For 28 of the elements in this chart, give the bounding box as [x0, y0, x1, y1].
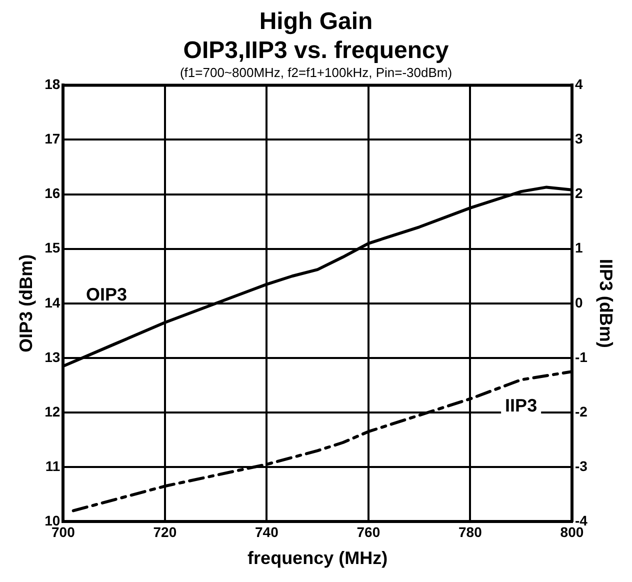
- chart-subtitle: (f1=700~800MHz, f2=f1+100kHz, Pin=-30dBm): [180, 64, 452, 80]
- x-tick-label: 760: [356, 524, 380, 540]
- y2-tick-label: -3: [574, 458, 588, 474]
- y2-tick-label: -2: [574, 403, 588, 420]
- y-tick-label: 16: [44, 185, 60, 202]
- y-tick-label: 13: [44, 348, 60, 365]
- y2-tick-label: 1: [574, 240, 583, 256]
- y-tick-label: 15: [44, 240, 60, 256]
- x-tick-label: 780: [458, 524, 482, 540]
- y-axis-title: OIP3 (dBm): [16, 254, 36, 352]
- y-tick-label: 12: [44, 403, 60, 420]
- y2-tick-label: 4: [574, 76, 583, 92]
- x-tick-label: 720: [153, 524, 177, 540]
- x-axis-title: frequency (MHz): [248, 548, 388, 568]
- y-tick-label: 17: [44, 130, 60, 147]
- series-label: IIP3: [505, 396, 538, 416]
- y-tick-label: 11: [45, 458, 60, 474]
- y-tick-label: 14: [44, 294, 60, 310]
- series-label: OIP3: [86, 284, 128, 304]
- chart-title: High Gain OIP3,IIP3 vs. frequency: [183, 8, 450, 64]
- y-tick-label: 10: [44, 512, 60, 528]
- x-tick-label: 740: [255, 524, 279, 540]
- y2-tick-label: 0: [574, 294, 583, 310]
- y2-axis-title: IIP3 (dBm): [596, 258, 616, 348]
- y2-tick-label: -1: [574, 348, 588, 365]
- y2-tick-label: 3: [574, 130, 583, 147]
- y-tick-label: 18: [44, 76, 60, 92]
- y2-tick-label: 2: [574, 185, 583, 202]
